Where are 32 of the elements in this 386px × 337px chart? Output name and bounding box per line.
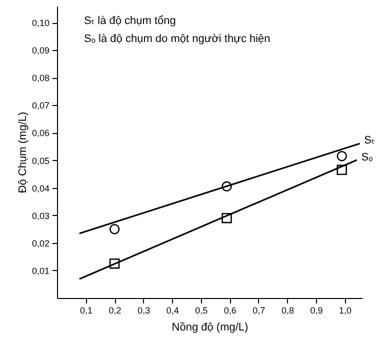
point xyxy=(336,164,347,176)
x-tick-label: 0,5 xyxy=(195,306,208,316)
y-axis-title: Độ Chụm (mg/L) xyxy=(16,112,29,194)
x-tick-label: 0,8 xyxy=(281,306,294,316)
point xyxy=(109,224,120,234)
x-tick-label: 0,4 xyxy=(166,306,179,316)
x-tick-label: 0,6 xyxy=(224,306,236,316)
annotation: Sₜ là độ chụm tổng xyxy=(84,15,176,27)
x-tick-label: 0,2 xyxy=(108,306,122,316)
series-label: Sₜ xyxy=(364,134,375,147)
y-tick-label: 0,09 xyxy=(32,46,50,56)
series-label: Sₒ xyxy=(361,151,373,164)
x-tick-label: 0,1 xyxy=(80,306,93,316)
x-tick-label: 0,3 xyxy=(138,306,150,316)
point xyxy=(222,181,232,192)
point xyxy=(222,212,232,224)
y-tick-label: 0,04 xyxy=(32,183,50,194)
point xyxy=(109,258,120,269)
x-tick-label: 0,7 xyxy=(252,306,266,316)
y-tick-label: 0,08 xyxy=(32,73,50,84)
x-tick-label: 0,9 xyxy=(310,306,323,316)
y-tick-label: 0,01 xyxy=(32,266,50,276)
y-tick-label: 0,10 xyxy=(32,18,50,28)
x-tick-label: 1,0 xyxy=(338,306,352,316)
y-tick-label: 0,07 xyxy=(32,100,50,111)
y-tick-label: 0,06 xyxy=(32,128,50,138)
point xyxy=(336,151,347,162)
annotation: Sₒ là độ chụm do một người thực hiện xyxy=(84,33,270,45)
y-tick-label: 0,05 xyxy=(32,156,50,166)
x-axis-title: Nồng độ (mg/L) xyxy=(172,322,248,334)
y-tick-label: 0,03 xyxy=(32,210,50,221)
y-tick-label: 0,02 xyxy=(32,238,50,248)
